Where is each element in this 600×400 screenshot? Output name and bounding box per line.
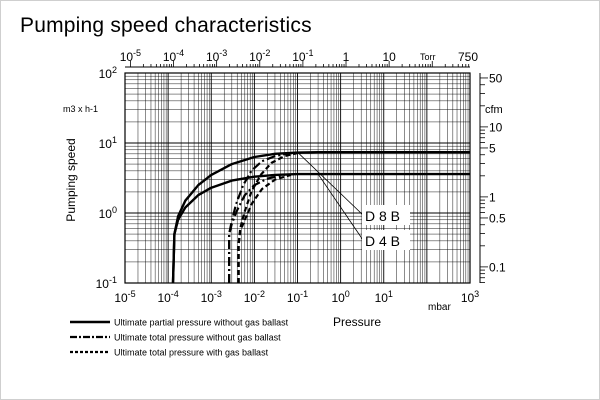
left-axis: 102 101 100 10-1: [96, 65, 117, 291]
legend-label: Ultimate total pressure without gas ball…: [114, 333, 281, 343]
y-axis-title: Pumping speed: [64, 138, 78, 221]
top-unit-label: Torr: [420, 52, 436, 62]
right-tick-label: 0.1: [489, 260, 506, 274]
plot-border: [124, 72, 471, 284]
series-line: [237, 173, 292, 283]
right-axis: 50 10 5 1 0.5 0.1: [479, 71, 506, 283]
series-line: [171, 150, 470, 284]
top-tick-label: 10-1: [292, 48, 313, 64]
legend-label: Ultimate partial pressure without gas ba…: [114, 318, 289, 328]
right-tick-label: 10: [489, 120, 503, 134]
x-tick-label: 10-2: [244, 289, 265, 305]
annotation-label: D 4 B: [365, 233, 400, 249]
y-unit-label: m3 x h-1: [63, 104, 98, 114]
annotations: D 8 B D 4 B: [297, 151, 410, 250]
y-tick-label: 100: [99, 205, 117, 221]
top-tick-label: 10-4: [163, 48, 184, 64]
top-tick-label: 1: [343, 50, 350, 64]
annotation-leader: [317, 173, 364, 241]
annotation-leader: [297, 151, 364, 216]
chart-title: Pumping speed characteristics: [20, 14, 312, 37]
top-tick-label: 10-2: [249, 48, 270, 64]
x-tick-label: 103: [461, 289, 479, 305]
annotation-backdrop: [362, 205, 410, 225]
right-tick-label: 0.5: [489, 211, 506, 225]
top-tick-label: 10-3: [206, 48, 227, 64]
right-tick-label: 5: [489, 141, 496, 155]
x-tick-label: 10-4: [157, 289, 178, 305]
right-tick-label: 50: [489, 71, 503, 85]
annotation-label: D 8 B: [365, 208, 400, 224]
y-tick-label: 101: [99, 135, 117, 151]
legend: Ultimate partial pressure without gas ba…: [70, 318, 289, 358]
top-tick-label: 10-5: [120, 48, 141, 64]
x-tick-label: 10-5: [114, 289, 135, 305]
x-tick-label: 100: [331, 289, 349, 305]
series-line: [171, 172, 470, 284]
y-tick-label: 102: [99, 65, 117, 81]
top-tick-label: 10: [382, 50, 396, 64]
top-tick-label: 750: [458, 50, 478, 64]
annotation-backdrop: [362, 230, 410, 250]
series-line: [237, 151, 298, 283]
grid: [124, 73, 470, 284]
top-axis: 10-5 10-4 10-3 10-2 10-1 1 10 750: [120, 48, 478, 68]
y-tick-label: 10-1: [96, 275, 117, 291]
x-tick-label: 10-1: [287, 289, 308, 305]
bottom-axis: 10-5 10-4 10-3 10-2 10-1 100 101 103: [114, 289, 479, 305]
x-tick-label: 101: [375, 289, 393, 305]
series-group: [171, 150, 470, 284]
x-unit-label: mbar: [428, 302, 451, 313]
right-tick-label: 1: [489, 190, 496, 204]
legend-label: Ultimate total pressure with gas ballast: [114, 348, 269, 358]
x-tick-label: 10-3: [201, 289, 222, 305]
series-line: [228, 151, 301, 283]
right-unit-label: cfm: [485, 104, 503, 116]
x-axis-title: Pressure: [333, 315, 381, 329]
